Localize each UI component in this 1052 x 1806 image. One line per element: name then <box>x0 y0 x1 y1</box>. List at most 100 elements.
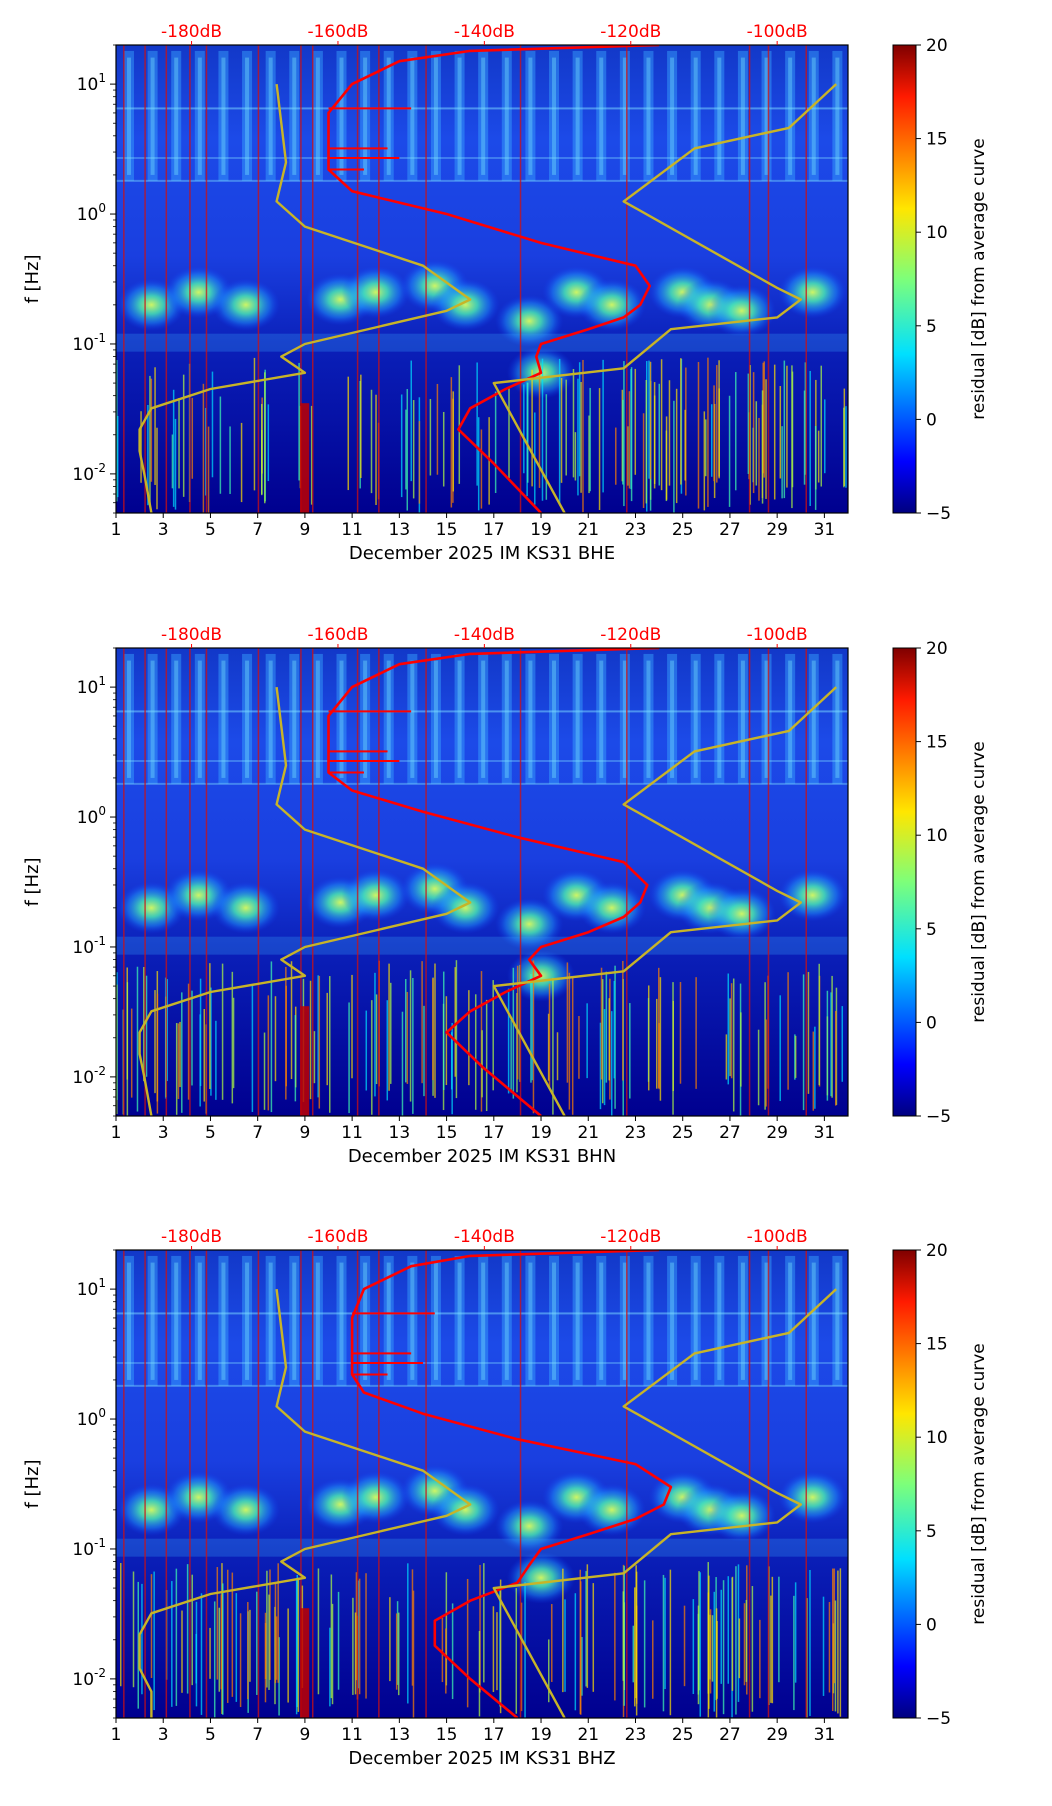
daily-noise-band-core <box>811 57 816 175</box>
db-scale-label: -160dB <box>307 1227 368 1247</box>
daily-noise-band-core <box>646 1262 651 1380</box>
daily-noise-band <box>454 653 465 784</box>
transient-streak <box>365 1573 367 1699</box>
transient-streak <box>622 399 624 485</box>
transient-streak <box>175 1568 178 1706</box>
db-scale-label: -100dB <box>747 1227 808 1247</box>
transient-streak <box>818 963 820 1086</box>
colorbar-tick-label: 10 <box>926 1428 948 1448</box>
transient-streak <box>313 1031 316 1084</box>
transient-streak <box>707 357 709 507</box>
transient-streak <box>834 1600 837 1712</box>
glitch-band <box>300 403 310 513</box>
transient-streak <box>566 962 569 1083</box>
transient-streak <box>396 1601 399 1685</box>
db-scale-label: -140dB <box>454 22 515 42</box>
daily-noise-band-core <box>221 57 226 175</box>
transient-streak <box>130 1008 133 1098</box>
daily-noise-band <box>336 1255 347 1386</box>
glitch-line <box>144 648 146 1116</box>
colorbar <box>892 44 917 514</box>
db-scale-label: -160dB <box>307 22 368 42</box>
y-tick-label: 10-1 <box>72 934 106 958</box>
transient-streak <box>684 409 686 481</box>
transient-streak <box>837 1570 839 1714</box>
daily-noise-band <box>147 653 158 784</box>
noise-model-curve <box>492 83 838 513</box>
glitch-line <box>123 45 125 513</box>
transient-streak <box>347 376 350 491</box>
x-tick-label: 11 <box>341 1123 363 1143</box>
transient-streak <box>209 1627 211 1679</box>
microseism-energy <box>707 284 776 337</box>
db-scale-label: -180dB <box>161 22 222 42</box>
transient-streak <box>763 361 766 478</box>
x-tick-label: 17 <box>483 1725 505 1745</box>
transient-streak <box>675 388 678 504</box>
daily-noise-band <box>194 1255 205 1386</box>
transient-streak <box>116 415 119 498</box>
daily-noise-band-core <box>835 660 840 778</box>
daily-noise-band-core <box>315 57 320 175</box>
daily-noise-band-core <box>292 1262 297 1380</box>
transient-streak <box>598 388 601 510</box>
transient-streak <box>826 990 829 1101</box>
daily-noise-band <box>667 653 678 784</box>
daily-noise-band-core <box>622 660 627 778</box>
glitch-line <box>257 1250 260 1718</box>
transient-streak <box>524 1582 526 1718</box>
glitch-line <box>123 1250 125 1718</box>
daily-noise-band-core <box>693 1262 698 1380</box>
transient-streak <box>807 971 810 1094</box>
transient-streak <box>310 405 313 505</box>
y-tick-label: 10-1 <box>72 1536 106 1560</box>
daily-noise-band-core <box>433 57 438 175</box>
transient-streak <box>318 975 321 1109</box>
daily-noise-band <box>123 1255 134 1386</box>
x-tick-label: 21 <box>577 1123 599 1143</box>
microseism-energy <box>341 1471 410 1524</box>
colorbar <box>892 647 917 1117</box>
transient-streak <box>804 362 807 475</box>
plot-frame <box>115 1249 849 1719</box>
glitch-line <box>300 648 302 1116</box>
transient-streak <box>191 1574 193 1686</box>
transient-streak <box>466 1578 469 1708</box>
daily-noise-band <box>737 50 748 181</box>
daily-noise-band-core <box>811 1262 816 1380</box>
transient-streak <box>664 1577 666 1690</box>
daily-noise-band <box>242 653 253 784</box>
x-tick-label: 11 <box>341 520 363 540</box>
colorbar-tick-label: 20 <box>926 36 948 56</box>
transient-streak <box>586 1564 589 1688</box>
transient-streak <box>843 407 845 488</box>
x-axis-label: December 2025 IM KS31 BHZ <box>348 1748 615 1769</box>
daily-noise-band <box>501 50 512 181</box>
glitch-line <box>144 45 146 513</box>
transient-streak <box>365 1010 368 1091</box>
daily-noise-band-core <box>599 57 604 175</box>
transient-streak <box>728 395 731 507</box>
transient-streak <box>645 379 648 504</box>
transient-streak <box>476 362 478 486</box>
glitch-line <box>748 45 751 513</box>
transient-streak <box>659 977 662 1101</box>
transient-streak <box>450 377 453 508</box>
daily-noise-band-core <box>740 57 745 175</box>
transient-streak <box>458 365 461 484</box>
colorbar-tick-label: −5 <box>926 504 951 524</box>
daily-noise-band <box>619 1255 630 1386</box>
daily-noise-band-core <box>552 660 557 778</box>
transient-streak <box>264 372 266 504</box>
transient-streak <box>451 1603 454 1700</box>
transient-streak <box>718 388 720 479</box>
daily-noise-band <box>383 1255 394 1386</box>
transient-streak <box>713 385 715 482</box>
transient-streak <box>175 1023 178 1115</box>
transient-streak <box>574 432 577 481</box>
plot-area <box>116 648 848 1116</box>
daily-noise-band-core <box>599 1262 604 1380</box>
average-psd-curve <box>327 648 660 1116</box>
transient-streak <box>822 1596 825 1696</box>
transient-streak <box>585 1571 587 1687</box>
